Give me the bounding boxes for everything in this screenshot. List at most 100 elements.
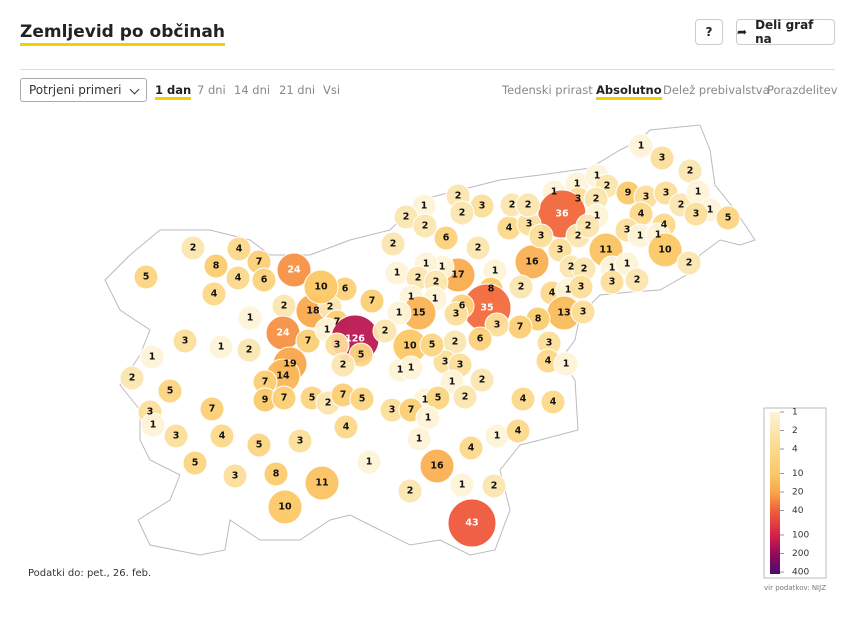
tab[interactable]: Tedenski prirast [502, 83, 593, 97]
municipality-label: 3 [173, 431, 180, 442]
municipality-label: 2 [575, 231, 582, 242]
municipality [425, 385, 451, 411]
municipality-label: 2 [390, 239, 397, 250]
municipality [199, 396, 225, 422]
municipality-label: 35 [480, 303, 493, 314]
municipality [683, 201, 709, 227]
municipality-label: 2 [593, 194, 600, 205]
municipality [182, 450, 208, 476]
municipality-label: 17 [451, 270, 464, 281]
municipality-label: 2 [340, 360, 347, 371]
municipality [467, 326, 493, 352]
municipality-label: 2 [568, 262, 575, 273]
municipality [133, 264, 159, 290]
tab[interactable]: 1 dan [155, 83, 192, 100]
municipality [222, 463, 248, 489]
municipality-label: 3 [580, 307, 587, 318]
municipality-label: 1 [396, 308, 403, 319]
municipality [449, 472, 475, 498]
municipality-label: 10 [403, 341, 417, 352]
tab[interactable]: Absolutno [596, 83, 662, 100]
municipality-label: 2 [525, 200, 532, 211]
tab[interactable]: 21 dni [279, 83, 316, 97]
municipality [267, 489, 303, 525]
municipality-label: 1 [492, 266, 499, 277]
tab[interactable]: 14 dni [234, 83, 271, 97]
municipality [287, 428, 313, 454]
municipality [276, 252, 312, 288]
tab[interactable]: 7 dni [197, 83, 226, 97]
municipality-label: 3 [297, 436, 304, 447]
municipality-label: 5 [429, 340, 436, 351]
municipality-label: 4 [515, 426, 522, 437]
municipality-label: 1 [408, 292, 415, 303]
municipality [172, 328, 198, 354]
municipality-label: 11 [599, 245, 612, 256]
municipality [540, 389, 566, 415]
share-label: Deli graf na [755, 18, 814, 46]
municipality-label: 3 [663, 188, 670, 199]
title: Zemljevid po občinah [20, 22, 225, 46]
municipality-label: 2 [422, 221, 429, 232]
municipality [398, 355, 424, 381]
municipality-label: 10 [658, 245, 672, 256]
tab[interactable]: Porazdelitev [767, 83, 838, 97]
legend-label: 400 [792, 568, 809, 578]
municipality-label: 3 [659, 153, 666, 164]
municipality [628, 133, 654, 159]
municipality-label: 1 [449, 377, 456, 388]
municipality [433, 225, 459, 251]
municipality [510, 386, 536, 412]
municipality-label: 4 [545, 356, 552, 367]
municipality-label: 1 [574, 179, 581, 190]
legend-source: vir podatkov: NIJZ [764, 584, 826, 592]
municipality-label: 1 [707, 205, 714, 216]
municipality [372, 318, 398, 344]
municipality [226, 236, 252, 262]
metric-select[interactable]: Potrjeni primeri [20, 78, 147, 102]
municipality-label: 7 [281, 393, 288, 404]
municipality-label: 3 [643, 192, 650, 203]
municipality-label: 3 [538, 231, 545, 242]
municipality-label: 1 [695, 187, 702, 198]
municipality-label: 2 [246, 345, 253, 356]
municipality [452, 384, 478, 410]
tab[interactable]: Vsi [323, 83, 341, 97]
municipality-label: 43 [465, 518, 478, 529]
municipality [465, 235, 491, 261]
share-button[interactable]: ➦ Deli graf na [736, 18, 835, 46]
municipality-label: 2 [281, 301, 288, 312]
municipality [386, 300, 412, 326]
municipality-label: 2 [475, 243, 482, 254]
municipality-label: 2 [509, 200, 516, 211]
municipality [599, 269, 625, 295]
municipality-label: 4 [211, 289, 218, 300]
help-button[interactable]: ? [695, 19, 723, 45]
municipality [443, 301, 469, 327]
municipality-label: 5 [435, 393, 442, 404]
municipality-label: 1 [366, 457, 373, 468]
municipality-label: 6 [477, 334, 484, 345]
municipality-label: 2 [459, 208, 466, 219]
legend-label: 100 [792, 530, 809, 540]
municipality-label: 19 [283, 359, 296, 370]
tab[interactable]: Delež prebivalstva [663, 83, 770, 97]
municipality-label: 1 [432, 294, 439, 305]
municipality-label: 2 [452, 337, 459, 348]
municipality [515, 192, 541, 218]
municipality-label: 3 [453, 309, 460, 320]
municipality [508, 274, 534, 300]
divider [20, 69, 835, 70]
municipality [505, 418, 531, 444]
municipality-label: 8 [488, 284, 495, 295]
municipality-label: 2 [407, 486, 414, 497]
municipality-label: 3 [609, 277, 616, 288]
municipality-label: 1 [408, 363, 415, 374]
municipality [514, 244, 550, 280]
legend-label: 40 [792, 506, 804, 516]
municipality [624, 267, 650, 293]
municipality-label: 16 [525, 257, 539, 268]
municipality-label: 3 [457, 360, 464, 371]
